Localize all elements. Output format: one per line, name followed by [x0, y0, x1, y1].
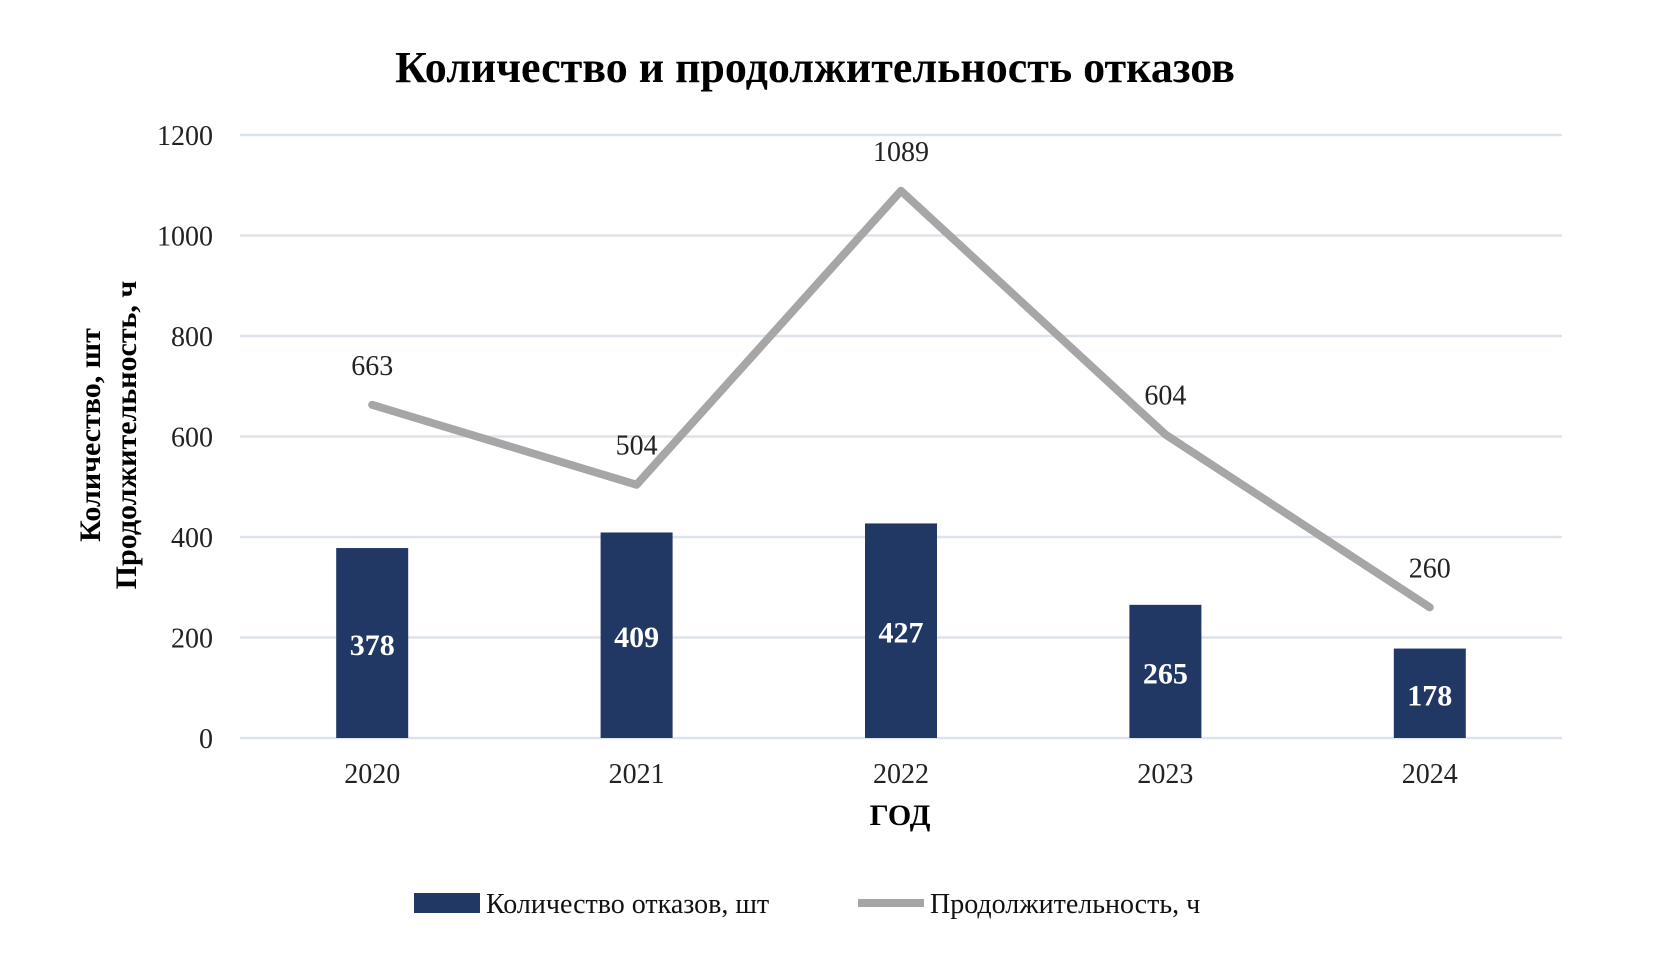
line-data-label: 504: [616, 431, 658, 462]
line-labels: 663 504 1089 604 260: [351, 137, 1451, 585]
chart-title: Количество и продолжительность отказов: [395, 43, 1235, 92]
x-tick-label: 2023: [1137, 759, 1193, 790]
y-axis-ticks: 0 200 400 600 800 1000 1200: [157, 121, 213, 755]
x-tick-label: 2022: [873, 759, 929, 790]
bar-data-label: 178: [1407, 679, 1452, 712]
bar: [600, 532, 673, 738]
x-tick-label: 2021: [609, 759, 665, 790]
x-axis-title: ГОД: [870, 799, 931, 832]
legend: Количество отказов, шт Продолжительность…: [414, 889, 1200, 920]
line-data-label: 663: [351, 351, 393, 382]
y-tick-label: 1000: [157, 222, 213, 253]
legend-swatch-bar: [414, 893, 480, 913]
y-tick-label: 0: [199, 724, 213, 755]
bar: [1129, 604, 1202, 738]
line-data-label: 604: [1144, 380, 1186, 411]
x-axis-ticks: 2020 2021 2022 2023 2024: [344, 759, 1458, 790]
legend-label-line: Продолжительность, ч: [930, 889, 1200, 920]
y-tick-label: 200: [171, 624, 213, 655]
y-axis-title-line2: Продолжительность, ч: [110, 281, 143, 590]
bar: [1393, 648, 1466, 738]
bar: [865, 523, 937, 738]
y-tick-label: 400: [171, 523, 213, 554]
bar-labels: 378 409 427 265 178: [350, 617, 1453, 713]
x-tick-label: 2020: [344, 759, 400, 790]
bar-data-label: 409: [614, 621, 659, 654]
bar-data-label: 378: [350, 629, 395, 662]
bar-data-label: 427: [879, 617, 924, 650]
x-tick-label: 2024: [1402, 759, 1458, 790]
y-axis-title-line1: Количество, шт: [74, 328, 107, 542]
y-tick-label: 800: [171, 322, 213, 353]
bar-data-label: 265: [1143, 657, 1188, 690]
legend-label-bar: Количество отказов, шт: [486, 889, 769, 920]
line-series: [368, 186, 1434, 612]
bar-series: [336, 523, 1466, 738]
line-data-label: 1089: [873, 137, 929, 168]
y-tick-label: 600: [171, 423, 213, 454]
bar: [336, 548, 409, 738]
y-tick-label: 1200: [157, 121, 213, 152]
line-data-label: 260: [1409, 553, 1451, 584]
